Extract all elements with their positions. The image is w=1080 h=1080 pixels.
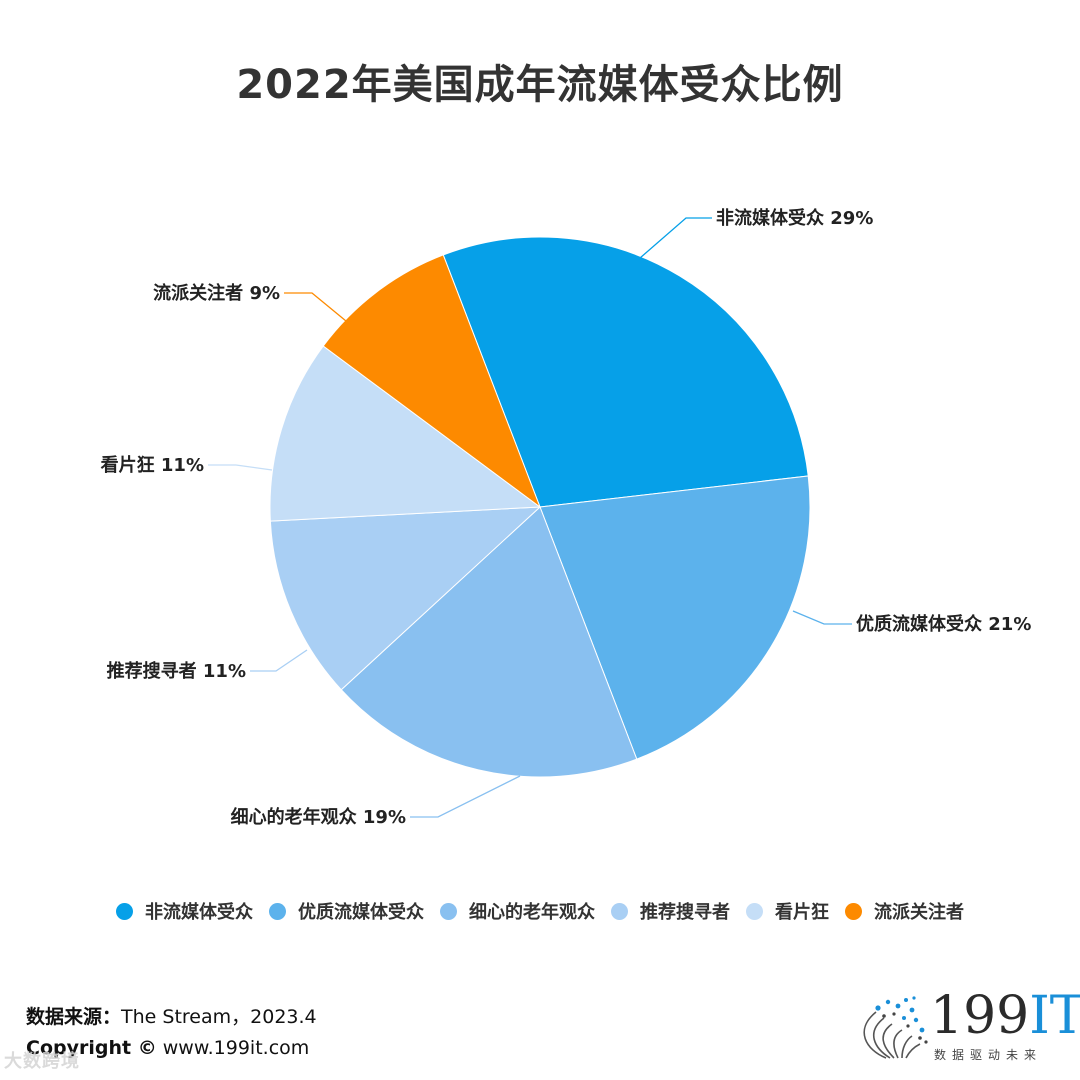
logo-icon	[863, 996, 928, 1059]
slice-data-label: 细心的老年观众 19%	[231, 806, 406, 828]
legend-item: 细心的老年观众	[440, 898, 595, 924]
leader-line	[250, 649, 308, 672]
legend-item: 优质流媒体受众	[269, 898, 424, 924]
logo-wordmark: 199IT	[930, 990, 1080, 1042]
source-text: The Stream，2023.4	[121, 1006, 317, 1028]
slice-data-label: 看片狂 11%	[100, 454, 204, 476]
leader-line	[792, 610, 852, 625]
slice-data-label: 非流媒体受众 29%	[716, 207, 873, 229]
legend-item: 看片狂	[746, 898, 829, 924]
legend-label: 细心的老年观众	[469, 902, 595, 923]
legend-swatch	[116, 902, 133, 920]
pie-slice	[340, 506, 638, 778]
pie-slice	[269, 506, 542, 691]
legend-swatch	[746, 902, 763, 920]
logo-main: 199	[930, 986, 1030, 1046]
legend-label: 推荐搜寻者	[640, 902, 730, 923]
data-source: 数据来源：The Stream，2023.4	[26, 1002, 317, 1029]
source-label: 数据来源：	[26, 1006, 122, 1028]
pie-slice	[539, 475, 811, 760]
pie-slice	[322, 254, 542, 509]
leader-line	[284, 292, 347, 322]
legend-label: 看片狂	[775, 902, 829, 923]
slice-data-label: 流派关注者 9%	[153, 282, 280, 304]
logo-accent: IT	[1029, 986, 1080, 1046]
logo-tagline: 数据驱动未来	[934, 1048, 1043, 1062]
pie-chart: 非流媒体受众 29% 优质流媒体受众 21% 细心的老年观众 19% 推荐搜寻者 11…	[100, 207, 1032, 828]
chart-legend: 非流媒体受众 优质流媒体受众 细心的老年观众 推荐搜寻者 看片狂 流派关注者	[0, 898, 1080, 924]
copyright-url: www.199it.com	[156, 1037, 310, 1059]
legend-label: 流派关注者	[874, 902, 964, 923]
leader-line	[208, 464, 273, 471]
slice-labels: 非流媒体受众 29% 优质流媒体受众 21% 细心的老年观众 19% 推荐搜寻者 11…	[100, 207, 1032, 828]
pie-slices	[269, 236, 811, 778]
leader-line	[639, 217, 712, 259]
legend-swatch	[269, 902, 286, 920]
legend-label: 非流媒体受众	[145, 902, 253, 923]
legend-swatch	[845, 902, 862, 920]
legend-swatch	[440, 902, 457, 920]
label-leader-lines	[208, 217, 852, 818]
copyright: Copyright © www.199it.com	[26, 1037, 309, 1059]
legend-label: 优质流媒体受众	[298, 902, 424, 923]
legend-item: 流派关注者	[845, 898, 964, 924]
watermark-text: 大数跨境	[4, 1051, 80, 1072]
pie-slice	[442, 236, 809, 508]
copyright-label: Copyright ©	[26, 1037, 157, 1059]
legend-item: 非流媒体受众	[116, 898, 253, 924]
pie-slice	[269, 345, 542, 522]
legend-swatch	[611, 902, 628, 920]
leader-line	[410, 775, 521, 818]
slice-data-label: 优质流媒体受众 21%	[856, 613, 1031, 635]
slice-data-label: 推荐搜寻者 11%	[107, 660, 246, 682]
legend-item: 推荐搜寻者	[611, 898, 730, 924]
chart-title: 2022年美国成年流媒体受众比例	[236, 62, 844, 108]
